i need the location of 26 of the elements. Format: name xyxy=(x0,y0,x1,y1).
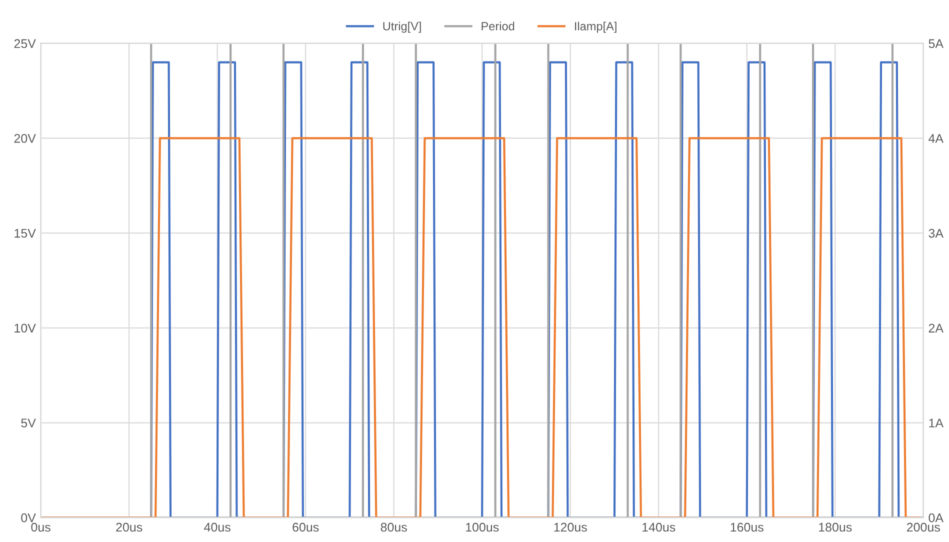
x-tick-label: 60us xyxy=(292,522,319,532)
x-tick-label: 140us xyxy=(642,522,676,532)
x-tick-label: 160us xyxy=(730,522,764,532)
x-tick-label: 200us xyxy=(906,522,940,532)
x-tick-label: 20us xyxy=(116,522,142,532)
legend-label: Period xyxy=(482,22,514,30)
y2-tick-label: 4A xyxy=(928,134,944,143)
y2-tick-label: 3A xyxy=(928,228,944,238)
legend-label: Ilamp[A] xyxy=(575,22,616,33)
y2-tick-label: 5A xyxy=(928,39,944,48)
y-tick-label: 5V xyxy=(21,418,36,428)
x-tick-label: 100us xyxy=(466,522,499,532)
x-tick-label: 180us xyxy=(819,522,852,532)
y-tick-label: 25V xyxy=(14,39,36,48)
y2-tick-label: 0A xyxy=(928,513,944,522)
x-tick-label: 120us xyxy=(554,522,587,532)
x-tick-label: 40us xyxy=(204,522,230,532)
y2-tick-label: 2A xyxy=(928,324,944,332)
x-tick-label: 80us xyxy=(380,522,407,532)
y-tick-label: 20V xyxy=(14,134,36,143)
y2-tick-label: 1A xyxy=(929,418,944,428)
y-tick-label: 10V xyxy=(14,324,36,333)
x-tick-label: 0us xyxy=(31,522,50,532)
y-tick-label: 0V xyxy=(21,513,36,522)
y-tick-label: 15V xyxy=(14,228,36,238)
legend-label: Utrig[V] xyxy=(383,22,421,33)
